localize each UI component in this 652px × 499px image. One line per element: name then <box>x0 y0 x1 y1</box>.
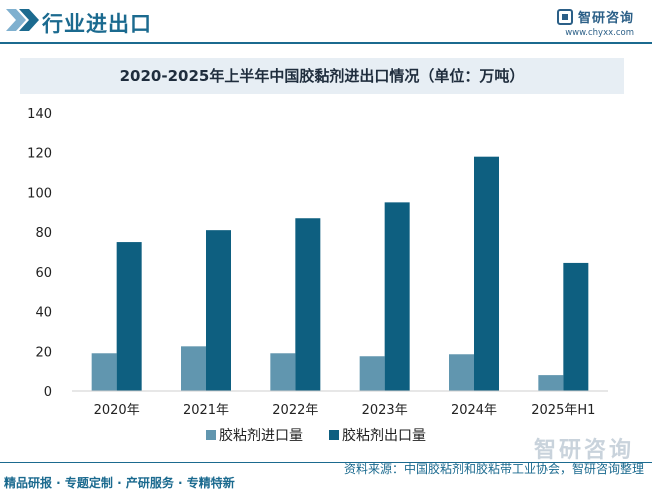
y-tick-label: 100 <box>27 186 52 201</box>
x-tick-label: 2024年 <box>451 403 497 418</box>
brand: 智研咨询 www.chyxx.com <box>544 6 634 38</box>
x-tick-label: 2025年H1 <box>531 403 595 418</box>
legend-swatch-export <box>329 430 339 440</box>
x-tick-label: 2022年 <box>272 403 318 418</box>
watermark-text: 智研咨询 <box>533 438 634 463</box>
bar-export <box>295 218 321 391</box>
y-tick-label: 60 <box>35 266 52 281</box>
legend-label-export: 胶粘剂出口量 <box>342 427 426 444</box>
footer-divider <box>0 462 652 463</box>
y-tick-label: 140 <box>27 107 52 122</box>
x-tick-label: 2020年 <box>94 403 140 418</box>
bar-export <box>206 230 231 391</box>
bar-import <box>270 353 296 391</box>
y-tick-label: 20 <box>35 345 52 360</box>
y-tick-label: 120 <box>27 147 52 162</box>
bar-export <box>384 202 410 391</box>
bar-export <box>116 242 142 391</box>
bar-import <box>181 346 206 391</box>
brand-name: 智研咨询 <box>577 11 634 26</box>
bar-import <box>538 375 564 391</box>
y-tick-label: 0 <box>44 385 52 400</box>
x-tick-label: 2023年 <box>362 403 408 418</box>
y-tick-label: 40 <box>35 306 52 321</box>
brand-url: www.chyxx.com <box>565 28 634 38</box>
page-header: 行业进出口 智研咨询 www.chyxx.com <box>0 0 652 46</box>
footer-slogan: 精品研报 · 专题定制 · 产研服务 · 专精特新 <box>4 476 235 490</box>
data-source: 资料来源：中国胶粘剂和胶粘带工业协会，智研咨询整理 <box>343 462 644 476</box>
bar-export <box>563 262 589 391</box>
bar-import <box>449 354 474 391</box>
page-title: 行业进出口 <box>42 12 152 36</box>
double-chevron-icon <box>6 9 39 31</box>
bar-import <box>359 356 385 391</box>
legend-swatch-import <box>206 430 216 440</box>
bar-import <box>91 353 117 391</box>
legend-label-import: 胶粘剂进口量 <box>219 427 303 444</box>
bar-export <box>474 156 499 391</box>
chart-title: 2020-2025年上半年中国胶黏剂进出口情况（单位：万吨） <box>20 58 624 94</box>
brand-logo-icon <box>556 8 573 25</box>
header-divider <box>0 42 652 44</box>
y-tick-label: 80 <box>35 226 52 241</box>
x-tick-label: 2021年 <box>183 403 229 418</box>
